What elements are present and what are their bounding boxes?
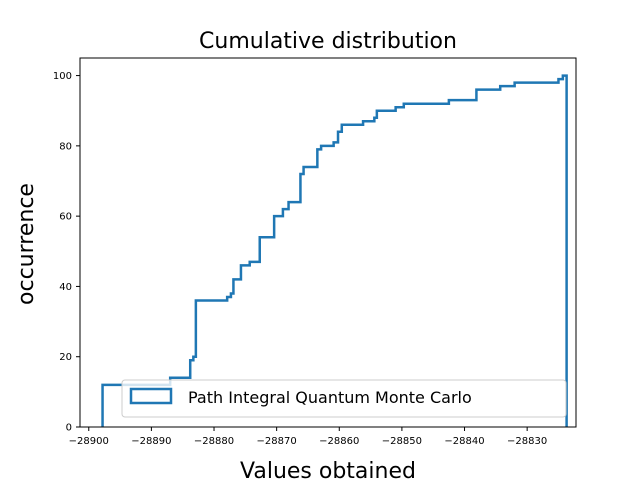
x-tick-label: −28900 bbox=[69, 436, 109, 447]
x-tick-label: −28870 bbox=[257, 436, 297, 447]
x-tick-label: −28840 bbox=[444, 436, 484, 447]
legend: Path Integral Quantum Monte Carlo bbox=[121, 379, 567, 418]
legend-swatch bbox=[129, 387, 173, 405]
y-tick-label: 40 bbox=[59, 282, 72, 293]
plot-area bbox=[79, 57, 577, 428]
x-tick-label: −28860 bbox=[319, 436, 359, 447]
x-tick-label: −28850 bbox=[382, 436, 422, 447]
y-axis-label: occurrence bbox=[14, 183, 39, 305]
y-tick-label: 20 bbox=[59, 352, 72, 363]
x-axis: −28900 −28890 −28880 −28870 −28860 −28850 −288… bbox=[69, 427, 547, 447]
x-axis-label: Values obtained bbox=[240, 459, 416, 480]
y-tick-label: 80 bbox=[59, 141, 72, 152]
legend-frame bbox=[121, 379, 567, 418]
y-tick-label: 0 bbox=[66, 423, 72, 434]
chart-title: Cumulative distribution bbox=[199, 29, 457, 54]
y-axis: 0 20 40 60 80 100 bbox=[53, 71, 80, 434]
x-tick-label: −28890 bbox=[131, 436, 171, 447]
axes-frame bbox=[79, 57, 577, 428]
y-tick-label: 100 bbox=[53, 71, 72, 82]
x-tick-label: −28880 bbox=[194, 436, 234, 447]
x-tick-label: −28830 bbox=[507, 436, 547, 447]
y-tick-label: 60 bbox=[59, 212, 72, 223]
series-line bbox=[101, 74, 568, 427]
legend-label: Path Integral Quantum Monte Carlo bbox=[188, 388, 472, 407]
